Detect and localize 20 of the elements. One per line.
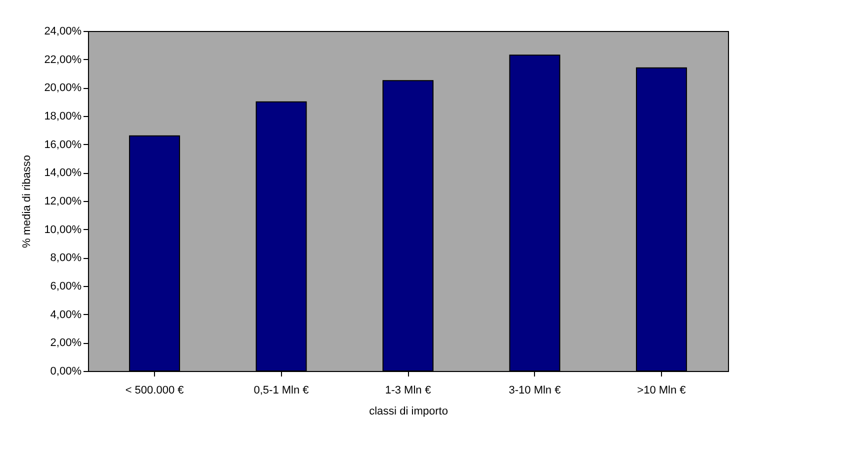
y-tick-label: 20,00%	[44, 82, 82, 94]
y-tick-label: 8,00%	[50, 252, 82, 264]
x-tick-label: 0,5-1 Mln €	[254, 384, 309, 396]
y-tick-label: 14,00%	[44, 167, 82, 180]
y-tick-label: 12,00%	[44, 196, 82, 208]
y-axis-title: % media di ribasso	[21, 155, 34, 248]
y-tick-label: 16,00%	[44, 138, 82, 151]
y-tick-label: 10,00%	[44, 224, 82, 236]
y-tick-label: 24,00%	[44, 26, 82, 38]
y-tick-label: 0,00%	[50, 366, 82, 378]
x-tick-label: 1-3 Mln €	[385, 384, 431, 396]
x-tick-label: 3-10 Mln €	[508, 384, 561, 396]
y-tick-label: 4,00%	[50, 308, 82, 321]
y-tick-label: 22,00%	[44, 54, 82, 66]
y-tick-label: 6,00%	[50, 280, 82, 292]
y-tick-label: 2,00%	[50, 337, 82, 350]
x-axis-title: classi di importo	[369, 406, 448, 418]
x-tick-label: < 500.000 €	[125, 384, 184, 396]
x-tick-label: >10 Mln €	[637, 384, 686, 396]
y-tick-label: 18,00%	[44, 110, 82, 122]
